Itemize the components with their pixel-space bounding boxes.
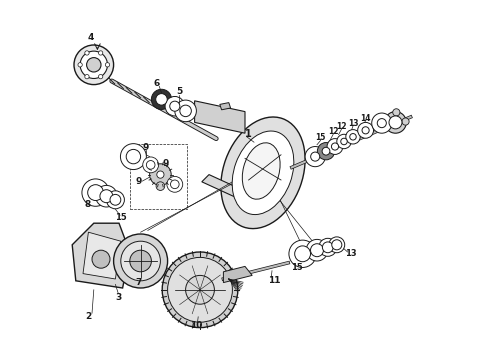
Circle shape bbox=[100, 190, 113, 203]
Circle shape bbox=[294, 246, 311, 262]
Circle shape bbox=[319, 238, 337, 256]
Circle shape bbox=[143, 157, 159, 173]
Circle shape bbox=[327, 139, 343, 154]
Text: 13: 13 bbox=[345, 249, 357, 258]
Polygon shape bbox=[202, 175, 252, 202]
Text: 13: 13 bbox=[348, 119, 358, 128]
Circle shape bbox=[85, 51, 89, 55]
Circle shape bbox=[337, 134, 351, 149]
Circle shape bbox=[87, 58, 101, 72]
Text: 15: 15 bbox=[291, 263, 302, 272]
Circle shape bbox=[92, 250, 110, 268]
Polygon shape bbox=[220, 103, 231, 110]
Circle shape bbox=[385, 112, 406, 133]
Circle shape bbox=[171, 180, 179, 189]
Polygon shape bbox=[72, 223, 130, 288]
Circle shape bbox=[389, 116, 402, 129]
Circle shape bbox=[402, 118, 409, 125]
Circle shape bbox=[341, 138, 347, 145]
Circle shape bbox=[110, 194, 121, 205]
Circle shape bbox=[165, 96, 185, 116]
Circle shape bbox=[329, 237, 345, 253]
Circle shape bbox=[180, 105, 192, 117]
Circle shape bbox=[332, 240, 342, 250]
Text: 5: 5 bbox=[176, 87, 183, 96]
Text: 15: 15 bbox=[316, 133, 326, 142]
Text: 9: 9 bbox=[136, 177, 142, 186]
Circle shape bbox=[311, 244, 323, 257]
Circle shape bbox=[393, 109, 400, 116]
Circle shape bbox=[130, 250, 151, 272]
Circle shape bbox=[175, 100, 196, 122]
Text: 9: 9 bbox=[143, 143, 149, 152]
Text: 9: 9 bbox=[163, 159, 169, 168]
Circle shape bbox=[78, 63, 82, 67]
Circle shape bbox=[311, 152, 320, 161]
Circle shape bbox=[289, 240, 316, 267]
Text: 11: 11 bbox=[268, 276, 280, 285]
Circle shape bbox=[362, 127, 369, 134]
Text: 1: 1 bbox=[245, 129, 251, 139]
Circle shape bbox=[151, 89, 172, 109]
Circle shape bbox=[147, 161, 155, 169]
Circle shape bbox=[170, 101, 180, 111]
Circle shape bbox=[156, 182, 165, 190]
Text: 14: 14 bbox=[360, 114, 371, 122]
Circle shape bbox=[126, 149, 141, 164]
Text: 6: 6 bbox=[154, 79, 160, 88]
Text: 2: 2 bbox=[85, 312, 92, 321]
Circle shape bbox=[114, 234, 168, 288]
Circle shape bbox=[162, 252, 238, 328]
Circle shape bbox=[322, 242, 333, 253]
Circle shape bbox=[331, 143, 339, 150]
Circle shape bbox=[186, 275, 215, 304]
Text: 4: 4 bbox=[88, 33, 94, 42]
Circle shape bbox=[322, 147, 330, 155]
Text: 7: 7 bbox=[136, 278, 142, 287]
Ellipse shape bbox=[242, 143, 280, 199]
Text: 10: 10 bbox=[190, 321, 202, 330]
Circle shape bbox=[149, 164, 171, 185]
Polygon shape bbox=[83, 232, 121, 279]
Circle shape bbox=[98, 75, 103, 79]
Circle shape bbox=[85, 75, 89, 79]
Circle shape bbox=[88, 185, 103, 201]
Circle shape bbox=[168, 257, 232, 322]
Circle shape bbox=[167, 176, 183, 192]
Circle shape bbox=[96, 185, 117, 207]
Circle shape bbox=[157, 171, 164, 178]
Circle shape bbox=[74, 45, 114, 85]
Text: 12: 12 bbox=[336, 122, 347, 131]
Circle shape bbox=[306, 239, 328, 261]
Circle shape bbox=[350, 134, 356, 140]
Circle shape bbox=[121, 241, 160, 281]
Circle shape bbox=[80, 51, 107, 78]
Circle shape bbox=[82, 179, 109, 206]
Circle shape bbox=[156, 94, 167, 105]
Circle shape bbox=[121, 144, 147, 170]
Text: 3: 3 bbox=[115, 292, 122, 302]
Circle shape bbox=[372, 113, 392, 133]
Circle shape bbox=[346, 130, 360, 144]
Polygon shape bbox=[195, 101, 245, 133]
Circle shape bbox=[305, 147, 325, 167]
Polygon shape bbox=[223, 266, 252, 283]
Text: 8: 8 bbox=[84, 200, 91, 209]
Circle shape bbox=[98, 51, 103, 55]
Text: 12: 12 bbox=[328, 127, 339, 136]
Text: 15: 15 bbox=[115, 213, 127, 222]
Ellipse shape bbox=[221, 117, 305, 229]
Circle shape bbox=[377, 118, 386, 128]
Ellipse shape bbox=[232, 131, 294, 215]
Circle shape bbox=[358, 122, 373, 138]
Circle shape bbox=[318, 143, 335, 160]
Circle shape bbox=[105, 63, 110, 67]
Circle shape bbox=[106, 191, 124, 209]
